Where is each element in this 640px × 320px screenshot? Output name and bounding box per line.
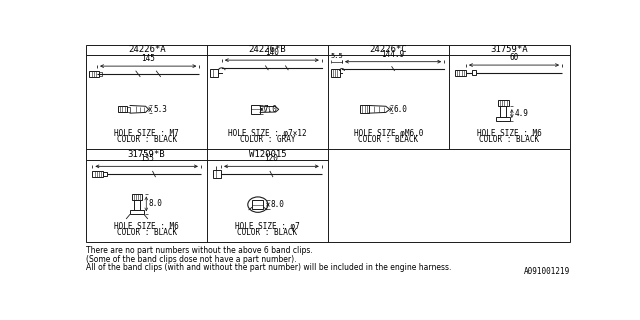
Bar	[134, 200, 140, 211]
Text: 144.9: 144.9	[381, 50, 404, 59]
Bar	[99, 72, 102, 76]
Text: HOLE SIZE φM6.0: HOLE SIZE φM6.0	[354, 129, 423, 138]
Text: 24226*C: 24226*C	[370, 45, 407, 54]
Bar	[127, 107, 130, 112]
Bar	[500, 106, 506, 117]
Text: 5.3: 5.3	[154, 105, 167, 114]
Bar	[132, 194, 143, 200]
Text: HOLE SIZE : M6: HOLE SIZE : M6	[115, 222, 179, 231]
Text: 145: 145	[141, 54, 155, 63]
Text: 24226*B: 24226*B	[249, 45, 286, 54]
Text: COLOR : BLACK: COLOR : BLACK	[237, 228, 298, 237]
Text: COLOR : BLACK: COLOR : BLACK	[116, 228, 177, 237]
Bar	[251, 105, 260, 114]
Text: 31759*B: 31759*B	[128, 150, 166, 159]
Text: 31759*A: 31759*A	[490, 45, 528, 54]
Text: COLOR : BLACK: COLOR : BLACK	[358, 135, 419, 144]
Bar	[472, 70, 476, 75]
Bar	[130, 211, 144, 214]
Text: 6.0: 6.0	[394, 105, 408, 114]
Bar	[360, 106, 369, 113]
Bar	[92, 171, 103, 177]
Text: 120: 120	[264, 154, 278, 163]
Text: 4.9: 4.9	[514, 109, 528, 118]
Text: 60: 60	[509, 53, 518, 62]
Text: 24226*A: 24226*A	[128, 45, 166, 54]
Text: 8.0: 8.0	[270, 200, 284, 209]
Text: HOLE SIZE : M6: HOLE SIZE : M6	[477, 129, 541, 138]
Text: 8.0: 8.0	[148, 199, 163, 208]
Bar	[86, 44, 570, 242]
Text: 140: 140	[265, 48, 279, 57]
Bar	[90, 71, 99, 77]
Text: W120015: W120015	[249, 150, 286, 159]
Bar	[103, 172, 107, 176]
Bar	[118, 106, 127, 112]
Text: HOLE SIZE : φ7: HOLE SIZE : φ7	[235, 222, 300, 231]
Text: 135: 135	[140, 154, 154, 163]
Text: All of the band clips (with and without the part number) will be included in the: All of the band clips (with and without …	[86, 263, 452, 272]
Bar	[210, 69, 218, 76]
Text: COLOR : GRAY: COLOR : GRAY	[240, 135, 295, 144]
Text: 5.5: 5.5	[330, 53, 343, 60]
Text: A091001219: A091001219	[524, 267, 570, 276]
Bar	[497, 117, 510, 121]
Bar	[252, 200, 263, 209]
Text: (Some of the band clips dose not have a part number).: (Some of the band clips dose not have a …	[86, 255, 297, 264]
Bar	[455, 70, 466, 76]
Text: COLOR : BLACK: COLOR : BLACK	[116, 135, 177, 144]
Text: HOLE SIZE : M7: HOLE SIZE : M7	[115, 129, 179, 138]
Text: There are no part numbers without the above 6 band clips.: There are no part numbers without the ab…	[86, 246, 313, 255]
Bar	[213, 170, 221, 178]
Text: HOLE SIZE : φ7×12: HOLE SIZE : φ7×12	[228, 129, 307, 138]
Text: COLOR : BLACK: COLOR : BLACK	[479, 135, 540, 144]
Text: 7.0: 7.0	[264, 105, 278, 114]
Bar	[498, 100, 509, 106]
Bar	[331, 69, 340, 76]
